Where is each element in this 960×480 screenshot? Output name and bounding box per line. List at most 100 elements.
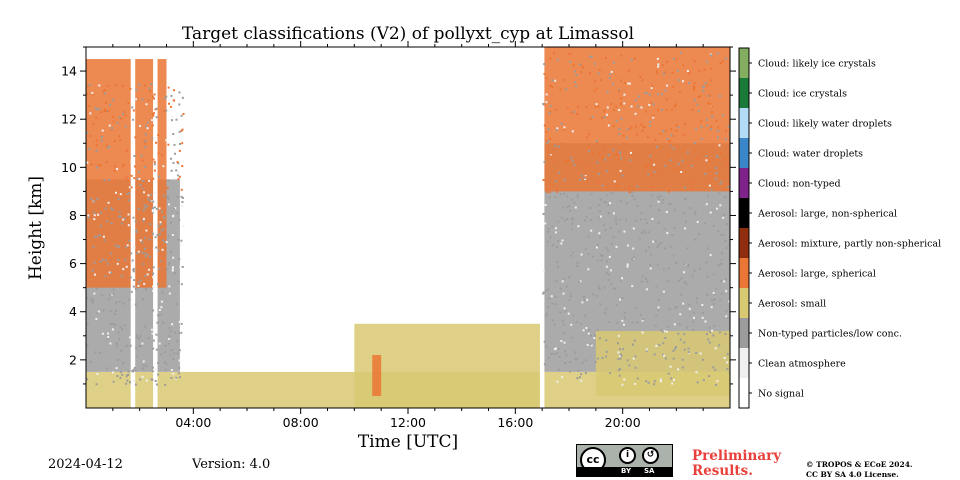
speckle-pixel <box>615 245 618 248</box>
speckle-pixel <box>110 271 113 274</box>
heatmap-region-6 <box>542 47 730 192</box>
speckle-pixel <box>145 364 148 367</box>
speckle-pixel <box>619 101 622 104</box>
speckle-pixel <box>597 181 600 184</box>
speckle-pixel <box>578 280 581 283</box>
speckle-pixel <box>614 219 617 222</box>
speckle-pixel <box>599 215 602 218</box>
speckle-pixel <box>563 341 566 344</box>
speckle-pixel <box>702 311 705 314</box>
speckle-pixel <box>695 371 698 374</box>
speckle-pixel <box>172 372 175 375</box>
speckle-pixel <box>620 117 623 120</box>
speckle-pixel <box>127 190 130 193</box>
speckle-pixel <box>674 346 677 349</box>
speckle-pixel <box>177 280 180 283</box>
speckle-pixel <box>551 79 554 82</box>
speckle-pixel <box>683 333 686 336</box>
speckle-pixel <box>152 114 155 117</box>
speckle-pixel <box>650 86 653 89</box>
speckle-pixel <box>718 331 721 334</box>
speckle-pixel <box>579 280 582 283</box>
speckle-pixel <box>154 368 157 371</box>
speckle-pixel <box>108 178 111 181</box>
speckle-pixel <box>132 368 135 371</box>
speckle-pixel <box>544 203 547 206</box>
speckle-pixel <box>559 311 562 314</box>
preliminary-results-note: Preliminary Results. <box>692 449 781 479</box>
speckle-pixel <box>594 361 597 364</box>
speckle-pixel <box>595 87 598 90</box>
speckle-pixel <box>676 305 679 308</box>
legend-swatch <box>739 198 749 228</box>
speckle-pixel <box>583 295 586 298</box>
speckle-pixel <box>554 144 557 147</box>
speckle-pixel <box>551 225 554 228</box>
speckle-pixel <box>167 235 170 238</box>
speckle-pixel <box>545 93 548 96</box>
preliminary-line-2: Results. <box>692 463 753 479</box>
speckle-pixel <box>123 111 126 114</box>
speckle-pixel <box>619 199 622 202</box>
speckle-pixel <box>113 169 116 172</box>
speckle-pixel <box>574 70 577 73</box>
speckle-pixel <box>657 196 660 199</box>
speckle-pixel <box>606 90 609 93</box>
speckle-pixel <box>104 109 107 112</box>
speckle-pixel <box>622 134 625 137</box>
speckle-pixel <box>159 223 162 226</box>
cc-badge-bar <box>577 467 672 476</box>
speckle-pixel <box>706 118 709 121</box>
speckle-pixel <box>145 379 148 382</box>
speckle-pixel <box>123 324 126 327</box>
speckle-pixel <box>580 322 583 325</box>
speckle-pixel <box>715 383 718 386</box>
speckle-pixel <box>665 109 668 112</box>
speckle-pixel <box>682 64 685 67</box>
speckle-pixel <box>139 239 142 242</box>
speckle-pixel <box>87 216 90 219</box>
speckle-pixel <box>86 161 89 164</box>
speckle-pixel <box>561 239 564 242</box>
speckle-pixel <box>112 180 115 183</box>
speckle-pixel <box>141 185 144 188</box>
speckle-pixel <box>107 201 110 204</box>
speckle-pixel <box>105 367 108 370</box>
speckle-pixel <box>724 196 727 199</box>
speckle-pixel <box>635 125 638 128</box>
speckle-pixel <box>593 337 596 340</box>
speckle-pixel <box>171 116 174 119</box>
speckle-pixel <box>590 344 593 347</box>
speckle-pixel <box>114 313 117 316</box>
speckle-pixel <box>675 58 678 61</box>
speckle-pixel <box>707 94 710 97</box>
speckle-pixel <box>165 241 168 244</box>
speckle-pixel <box>633 151 636 154</box>
speckle-pixel <box>87 85 90 88</box>
speckle-pixel <box>109 342 112 345</box>
speckle-pixel <box>600 254 603 257</box>
speckle-pixel <box>702 90 705 93</box>
speckle-pixel <box>687 263 690 266</box>
speckle-pixel <box>640 280 643 283</box>
speckle-pixel <box>150 328 153 331</box>
speckle-pixel <box>558 171 561 174</box>
speckle-pixel <box>671 71 674 74</box>
speckle-pixel <box>608 77 611 80</box>
speckle-pixel <box>570 157 573 160</box>
speckle-pixel <box>640 106 643 109</box>
speckle-pixel <box>605 194 608 197</box>
speckle-pixel <box>563 179 566 182</box>
speckle-pixel <box>659 378 662 381</box>
legend-label: Cloud: ice crystals <box>758 89 847 100</box>
speckle-pixel <box>561 376 564 379</box>
speckle-pixel <box>577 369 580 372</box>
speckle-pixel <box>635 99 638 102</box>
speckle-pixel <box>128 186 131 189</box>
speckle-pixel <box>118 210 121 213</box>
speckle-pixel <box>639 314 642 317</box>
speckle-pixel <box>180 239 183 242</box>
speckle-pixel <box>615 222 618 225</box>
speckle-pixel <box>711 329 714 332</box>
speckle-pixel <box>688 307 691 310</box>
